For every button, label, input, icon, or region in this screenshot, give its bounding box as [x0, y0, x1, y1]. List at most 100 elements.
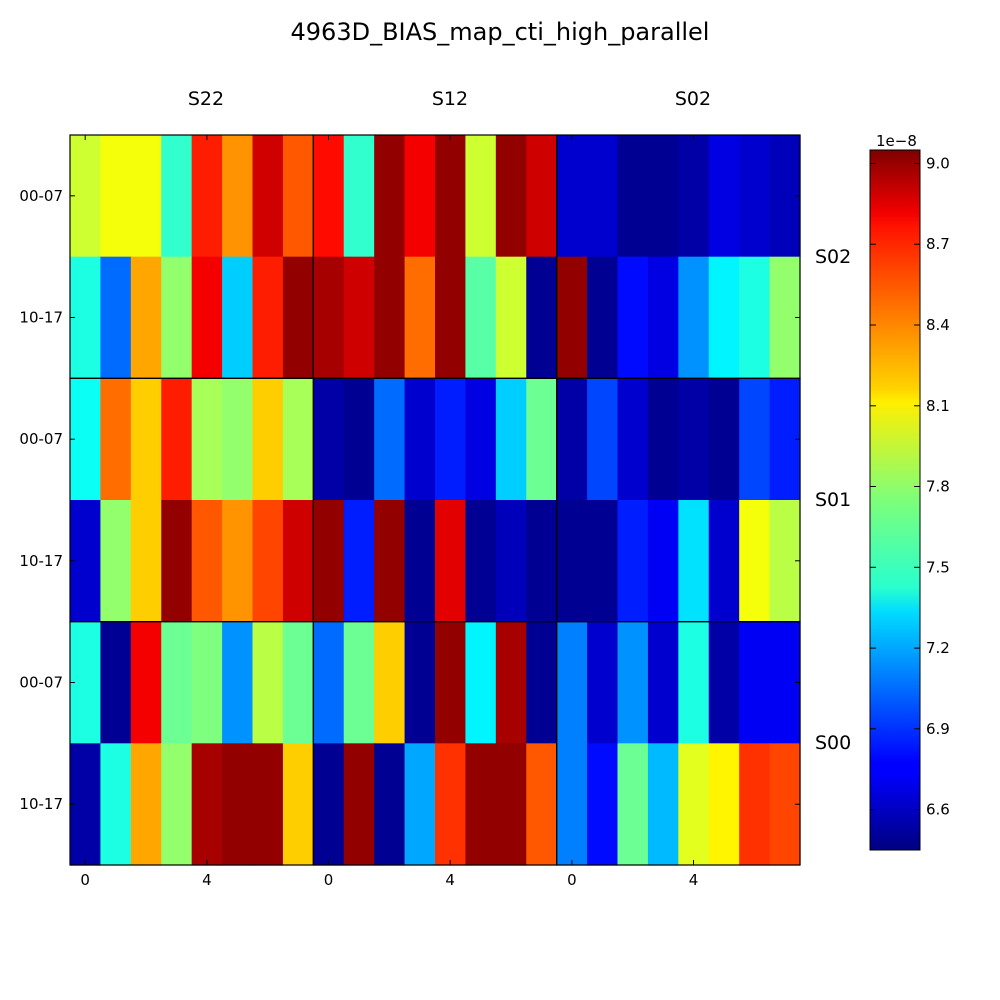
- heatmap-cell: [556, 256, 588, 379]
- column-label-s22: S22: [188, 88, 224, 110]
- heatmap-cell: [526, 743, 558, 866]
- heatmap-cell: [739, 743, 771, 866]
- heatmap-cell: [587, 500, 619, 623]
- row-label-s02: S02: [815, 246, 851, 268]
- heatmap-cell: [130, 743, 162, 866]
- heatmap-cell: [526, 256, 558, 379]
- colorbar-tick-label: 8.1: [926, 397, 950, 415]
- heatmap-cell: [495, 500, 527, 623]
- heatmap-cell: [647, 256, 679, 379]
- heatmap-cell: [495, 135, 527, 258]
- heatmap-cell: [617, 135, 649, 258]
- heatmap-cell: [708, 743, 740, 866]
- colorbar-tick-label: 6.6: [926, 801, 950, 819]
- heatmap-cell: [252, 743, 284, 866]
- heatmap-cell: [374, 621, 406, 744]
- x-tick-label: 4: [689, 871, 699, 889]
- heatmap-cell: [465, 500, 497, 623]
- heatmap-cell: [70, 743, 102, 866]
- heatmap-cell: [556, 135, 588, 258]
- heatmap-cell: [526, 135, 558, 258]
- heatmap-cell: [587, 135, 619, 258]
- heatmap-cell: [647, 135, 679, 258]
- heatmap-cell: [708, 256, 740, 379]
- heatmap-cell: [222, 256, 254, 379]
- heatmap-cell: [617, 500, 649, 623]
- colorbar-ticks: 6.6 6.9 7.2 7.5 7.8 8.1 8.4 8.7 9.0: [870, 155, 950, 819]
- heatmap-cell: [374, 500, 406, 623]
- heatmap-cell: [222, 378, 254, 501]
- heatmap-cell: [647, 743, 679, 866]
- heatmap-cell: [647, 621, 679, 744]
- heatmap-cell: [678, 743, 710, 866]
- column-label-s02: S02: [675, 88, 711, 110]
- heatmap-cell: [313, 378, 345, 501]
- colorbar-tick-label: 8.7: [926, 235, 950, 253]
- heatmap-cell: [343, 135, 375, 258]
- heatmap-cell: [130, 500, 162, 623]
- y-tick-label: 00-07: [19, 674, 63, 692]
- heatmap-cell: [739, 135, 771, 258]
- heatmap-cell: [678, 256, 710, 379]
- heatmap-cell: [313, 743, 345, 866]
- heatmap-cell: [191, 256, 223, 379]
- heatmap-cell: [617, 256, 649, 379]
- x-ticks: 0 4 0 4 0 4: [80, 135, 698, 889]
- colorbar: 1e−8 6.6 6.9 7.2 7.5 7.8 8.1 8.4 8.7 9.0: [869, 132, 950, 851]
- heatmap-cell: [526, 621, 558, 744]
- heatmap-cell: [161, 135, 193, 258]
- heatmap-cell: [282, 256, 314, 379]
- heatmap-cell: [313, 500, 345, 623]
- heatmap-cell: [678, 500, 710, 623]
- heatmap-cell: [252, 378, 284, 501]
- heatmap-cell: [739, 256, 771, 379]
- heatmap-cell: [739, 500, 771, 623]
- heatmap-cell: [465, 256, 497, 379]
- heatmap-cell: [435, 256, 467, 379]
- heatmap-cell: [495, 256, 527, 379]
- heatmap-cell: [70, 621, 102, 744]
- heatmap-cell: [526, 378, 558, 501]
- heatmap-cell: [343, 621, 375, 744]
- heatmap-cell: [191, 135, 223, 258]
- heatmap-cell: [70, 500, 102, 623]
- heatmap-cell: [556, 378, 588, 501]
- colorbar-tick-label: 7.2: [926, 639, 950, 657]
- heatmap-cell: [191, 743, 223, 866]
- chart-title: 4963D_BIAS_map_cti_high_parallel: [291, 18, 710, 46]
- heatmap-cell: [587, 256, 619, 379]
- heatmap-cell: [739, 621, 771, 744]
- y-ticks: 00-07 10-17 00-07 10-17 00-07 10-17: [19, 187, 800, 813]
- x-tick-label: 0: [324, 871, 334, 889]
- heatmap-cell: [100, 378, 132, 501]
- heatmap-cell: [222, 500, 254, 623]
- heatmap-cell: [678, 135, 710, 258]
- colorbar-tick-label: 6.9: [926, 720, 950, 738]
- heatmap-cell: [130, 256, 162, 379]
- y-tick-label: 10-17: [19, 552, 63, 570]
- heatmap-cell: [404, 378, 436, 501]
- heatmap-cell: [678, 378, 710, 501]
- colorbar-multiplier: 1e−8: [876, 132, 917, 150]
- heatmap-cell: [282, 743, 314, 866]
- heatmap-cell: [465, 378, 497, 501]
- heatmap-cell: [435, 500, 467, 623]
- heatmap-cell: [161, 378, 193, 501]
- row-sensor-labels: S02 S01 S00: [815, 246, 851, 754]
- heatmap-cell: [587, 743, 619, 866]
- heatmap-cell: [435, 135, 467, 258]
- heatmap-cell: [495, 743, 527, 866]
- heatmap-cell: [313, 256, 345, 379]
- heatmap-cell: [282, 378, 314, 501]
- heatmap-cell: [647, 500, 679, 623]
- heatmap-cell: [252, 621, 284, 744]
- heatmap-cell: [191, 378, 223, 501]
- heatmap-cell: [435, 743, 467, 866]
- x-tick-label: 0: [567, 871, 577, 889]
- heatmap-cell: [313, 621, 345, 744]
- heatmap-cell: [556, 743, 588, 866]
- heatmap-cell: [130, 135, 162, 258]
- heatmap-cell: [556, 500, 588, 623]
- colorbar-tick-label: 7.8: [926, 478, 950, 496]
